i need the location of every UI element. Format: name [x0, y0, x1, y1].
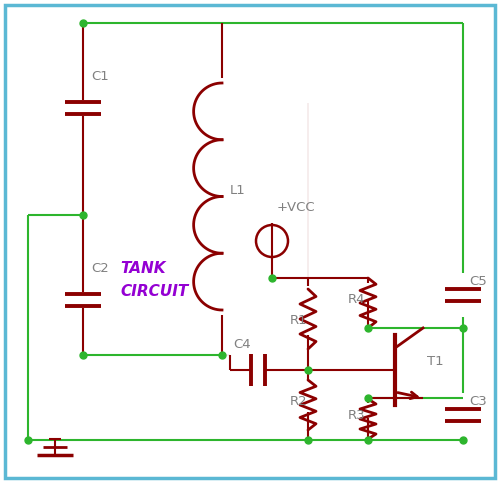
Text: R2: R2	[290, 395, 308, 408]
Text: CIRCUIT: CIRCUIT	[120, 284, 188, 299]
Text: C4: C4	[233, 338, 250, 351]
Text: C3: C3	[469, 395, 487, 408]
Text: TANK: TANK	[120, 261, 166, 276]
Text: C2: C2	[91, 262, 109, 275]
Text: +VCC: +VCC	[277, 201, 316, 214]
Text: R1: R1	[290, 314, 308, 327]
Text: R4: R4	[348, 293, 366, 306]
Text: C1: C1	[91, 70, 109, 83]
Text: T1: T1	[427, 355, 444, 368]
Text: C5: C5	[469, 275, 487, 288]
Text: R3: R3	[348, 409, 366, 422]
Text: L1: L1	[230, 184, 246, 197]
